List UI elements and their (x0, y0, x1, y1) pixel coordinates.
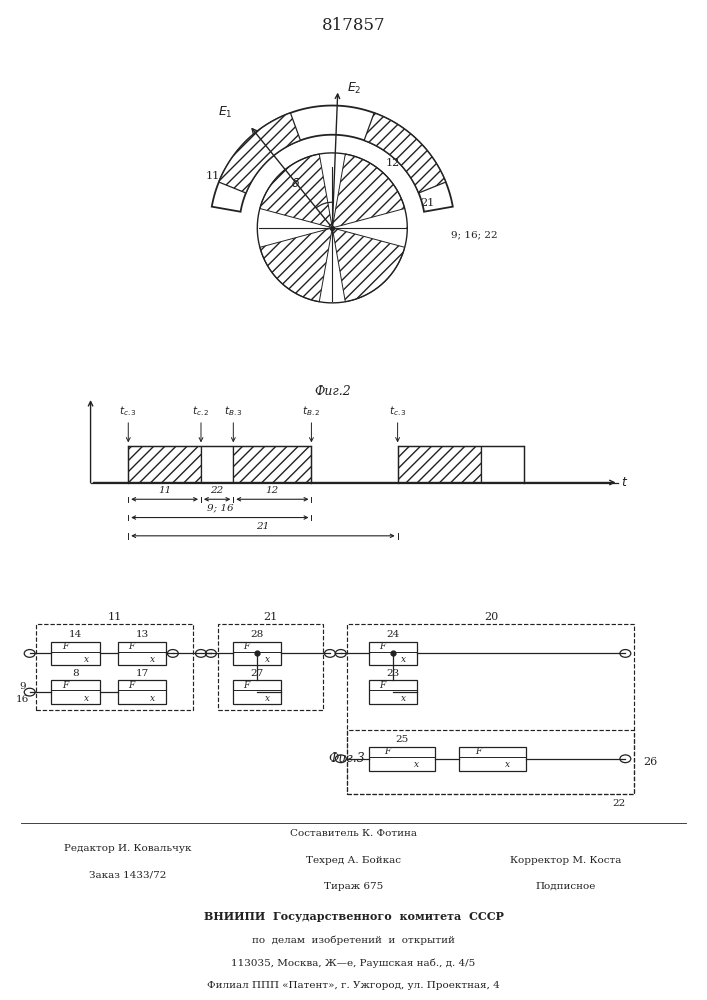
Text: F: F (243, 642, 250, 651)
Text: F: F (379, 681, 385, 690)
Bar (52, 680, 100, 704)
Text: Филиал ППП «Патент», г. Ужгород, ул. Проектная, 4: Филиал ППП «Патент», г. Ужгород, ул. Про… (207, 981, 500, 990)
Text: 16: 16 (16, 695, 30, 704)
Text: 22: 22 (613, 799, 626, 808)
Text: 8: 8 (72, 669, 79, 678)
Text: 28: 28 (250, 630, 264, 639)
Text: 13: 13 (136, 630, 148, 639)
Bar (52, 642, 100, 665)
Text: x: x (83, 694, 89, 703)
Text: x: x (265, 655, 270, 664)
Text: F: F (62, 642, 68, 651)
Text: 113035, Москва, Ж—е, Раушская наб., д. 4/5: 113035, Москва, Ж—е, Раушская наб., д. 4… (231, 958, 476, 968)
Bar (128, 446, 201, 483)
Text: 9; 16: 9; 16 (206, 504, 233, 513)
Text: ВНИИПИ  Государственного  комитета  СССР: ВНИИПИ Государственного комитета СССР (204, 911, 503, 922)
Text: Фиг.2: Фиг.2 (314, 385, 351, 398)
Text: 9; 16; 22: 9; 16; 22 (450, 230, 497, 239)
Bar (233, 642, 281, 665)
Text: x: x (150, 694, 156, 703)
Text: $t_{B.3}$: $t_{B.3}$ (224, 404, 243, 418)
Text: Тираж 675: Тираж 675 (324, 882, 383, 891)
Text: 26: 26 (643, 757, 658, 767)
Text: 9: 9 (19, 682, 26, 691)
Text: 817857: 817857 (322, 16, 385, 33)
Text: $t_{c.3}$: $t_{c.3}$ (389, 404, 407, 418)
Text: Подписное: Подписное (535, 882, 596, 891)
Text: Техред А. Бойкас: Техред А. Бойкас (306, 856, 401, 865)
Text: 12: 12 (266, 486, 279, 495)
Text: x: x (414, 760, 419, 769)
Text: 12: 12 (386, 158, 400, 168)
Text: x: x (401, 694, 406, 703)
Text: 21: 21 (263, 612, 278, 622)
Polygon shape (260, 228, 332, 302)
Text: x: x (150, 655, 156, 664)
Bar (218, 624, 323, 710)
Text: Фиг.3: Фиг.3 (328, 752, 365, 765)
Bar (368, 642, 417, 665)
Text: F: F (384, 747, 390, 756)
Text: F: F (62, 681, 68, 690)
Text: по  делам  изобретений  и  открытий: по делам изобретений и открытий (252, 935, 455, 945)
Polygon shape (260, 154, 332, 228)
Text: F: F (128, 681, 134, 690)
Polygon shape (332, 154, 404, 228)
Text: 11: 11 (206, 171, 220, 181)
Text: $t_{c.2}$: $t_{c.2}$ (192, 404, 210, 418)
Text: $E_1$: $E_1$ (218, 105, 233, 120)
Text: Редактор И. Ковальчук: Редактор И. Ковальчук (64, 844, 191, 853)
Text: $E_2$: $E_2$ (346, 81, 361, 96)
Text: 24: 24 (386, 630, 399, 639)
Text: 23: 23 (386, 669, 399, 678)
Polygon shape (212, 106, 452, 212)
Text: 20: 20 (484, 612, 498, 622)
Text: Корректор М. Коста: Корректор М. Коста (510, 856, 621, 865)
Polygon shape (364, 113, 445, 193)
Text: Составитель К. Фотина: Составитель К. Фотина (290, 829, 417, 838)
Text: $t_{c.3}$: $t_{c.3}$ (119, 404, 137, 418)
Text: 17: 17 (136, 669, 148, 678)
Bar (368, 680, 417, 704)
Polygon shape (219, 113, 300, 193)
Bar (118, 642, 166, 665)
Text: $t_{B.2}$: $t_{B.2}$ (302, 404, 321, 418)
Text: 11: 11 (107, 612, 122, 622)
Text: 27: 27 (250, 669, 264, 678)
Text: 14: 14 (69, 630, 82, 639)
Text: F: F (128, 642, 134, 651)
Text: x: x (505, 760, 510, 769)
Polygon shape (332, 228, 404, 302)
Text: 21: 21 (421, 198, 435, 208)
Text: x: x (83, 655, 89, 664)
Bar (368, 747, 435, 771)
Text: x: x (401, 655, 406, 664)
Text: 22: 22 (211, 486, 224, 495)
Bar (201, 446, 233, 483)
Bar (347, 730, 634, 794)
Text: 25: 25 (395, 735, 409, 744)
Bar (233, 680, 281, 704)
Bar (233, 446, 311, 483)
Text: x: x (265, 694, 270, 703)
Text: F: F (379, 642, 385, 651)
Bar (481, 446, 524, 483)
Bar (118, 680, 166, 704)
Text: $t$: $t$ (621, 476, 629, 489)
Text: F: F (474, 747, 481, 756)
Text: 21: 21 (257, 522, 269, 531)
Text: 11: 11 (158, 486, 171, 495)
Text: F: F (243, 681, 250, 690)
Bar (36, 624, 194, 710)
Bar (460, 747, 526, 771)
Bar (347, 624, 634, 794)
Bar (397, 446, 481, 483)
Text: Заказ 1433/72: Заказ 1433/72 (88, 871, 166, 880)
Text: $\delta$: $\delta$ (291, 177, 300, 190)
